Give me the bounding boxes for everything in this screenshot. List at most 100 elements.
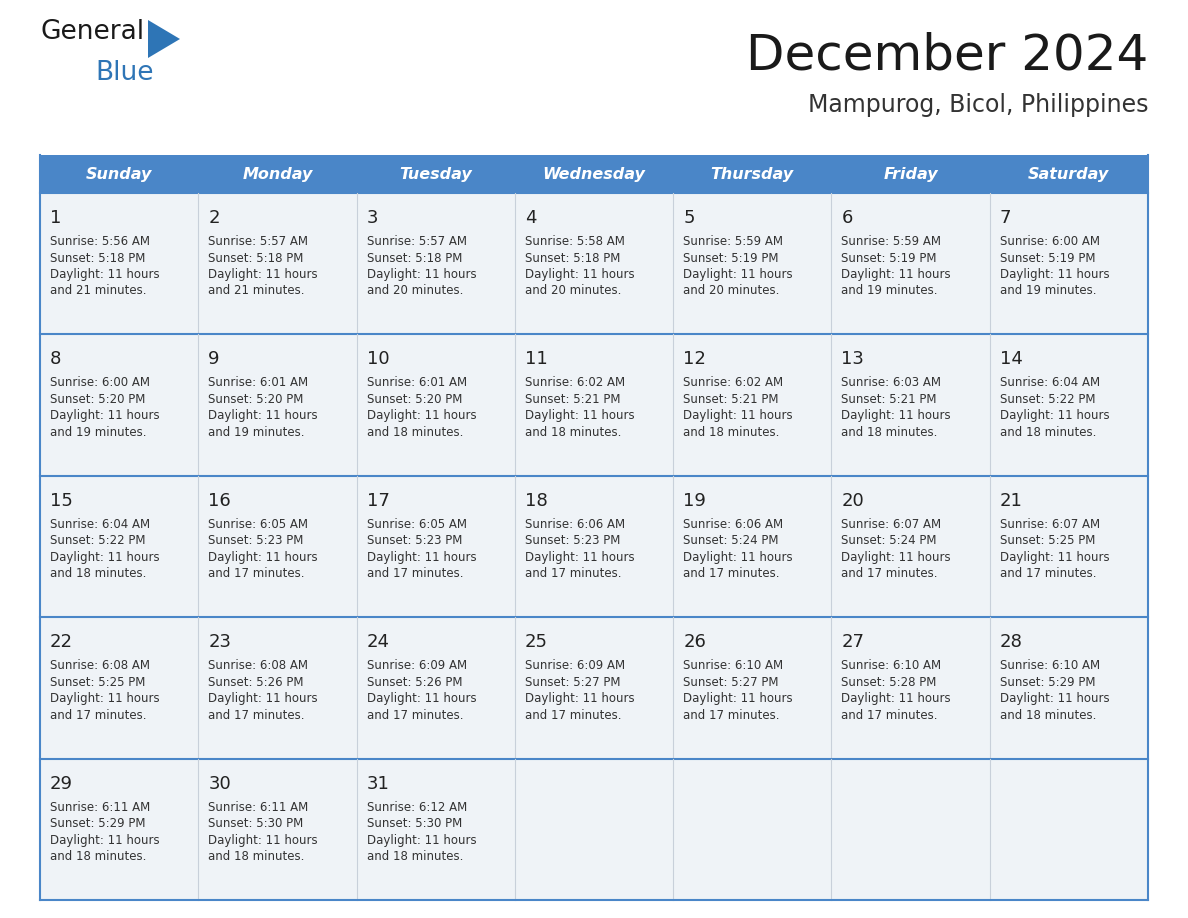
Text: Sunrise: 6:01 AM: Sunrise: 6:01 AM — [367, 376, 467, 389]
Text: Sunset: 5:30 PM: Sunset: 5:30 PM — [367, 817, 462, 830]
Text: 21: 21 — [1000, 492, 1023, 509]
Text: Sunrise: 6:02 AM: Sunrise: 6:02 AM — [683, 376, 783, 389]
Text: 10: 10 — [367, 351, 390, 368]
Text: and 17 minutes.: and 17 minutes. — [525, 709, 621, 722]
Text: Sunset: 5:19 PM: Sunset: 5:19 PM — [683, 252, 778, 264]
Text: Sunrise: 5:58 AM: Sunrise: 5:58 AM — [525, 235, 625, 248]
Text: Sunrise: 6:03 AM: Sunrise: 6:03 AM — [841, 376, 941, 389]
Text: Sunset: 5:26 PM: Sunset: 5:26 PM — [367, 676, 462, 688]
Text: 28: 28 — [1000, 633, 1023, 651]
Text: Sunset: 5:26 PM: Sunset: 5:26 PM — [208, 676, 304, 688]
Text: 26: 26 — [683, 633, 706, 651]
Text: and 18 minutes.: and 18 minutes. — [841, 426, 937, 439]
Text: Sunrise: 6:04 AM: Sunrise: 6:04 AM — [1000, 376, 1100, 389]
Text: Daylight: 11 hours: Daylight: 11 hours — [683, 551, 792, 564]
Text: Daylight: 11 hours: Daylight: 11 hours — [1000, 268, 1110, 281]
Text: 14: 14 — [1000, 351, 1023, 368]
Text: Sunrise: 5:59 AM: Sunrise: 5:59 AM — [683, 235, 783, 248]
Text: 1: 1 — [50, 209, 62, 227]
Text: and 19 minutes.: and 19 minutes. — [208, 426, 305, 439]
Text: and 17 minutes.: and 17 minutes. — [841, 567, 939, 580]
Bar — [40, 155, 1148, 193]
Text: Sunset: 5:30 PM: Sunset: 5:30 PM — [208, 817, 304, 830]
Text: Sunrise: 6:07 AM: Sunrise: 6:07 AM — [841, 518, 942, 531]
Text: Sunset: 5:18 PM: Sunset: 5:18 PM — [367, 252, 462, 264]
Text: Sunset: 5:20 PM: Sunset: 5:20 PM — [50, 393, 145, 406]
Text: and 18 minutes.: and 18 minutes. — [50, 567, 146, 580]
Text: 23: 23 — [208, 633, 232, 651]
Text: Sunrise: 6:05 AM: Sunrise: 6:05 AM — [367, 518, 467, 531]
Text: and 18 minutes.: and 18 minutes. — [367, 426, 463, 439]
Text: Thursday: Thursday — [710, 166, 794, 182]
Text: Sunrise: 6:10 AM: Sunrise: 6:10 AM — [683, 659, 783, 672]
Text: Sunset: 5:21 PM: Sunset: 5:21 PM — [683, 393, 778, 406]
Text: Sunset: 5:23 PM: Sunset: 5:23 PM — [367, 534, 462, 547]
Text: Sunrise: 6:10 AM: Sunrise: 6:10 AM — [841, 659, 942, 672]
Text: and 18 minutes.: and 18 minutes. — [1000, 709, 1097, 722]
Text: Sunrise: 6:05 AM: Sunrise: 6:05 AM — [208, 518, 308, 531]
Text: 17: 17 — [367, 492, 390, 509]
Text: and 21 minutes.: and 21 minutes. — [50, 285, 146, 297]
Text: Daylight: 11 hours: Daylight: 11 hours — [208, 409, 318, 422]
Text: 15: 15 — [50, 492, 72, 509]
Text: Mampurog, Bicol, Philippines: Mampurog, Bicol, Philippines — [808, 93, 1148, 117]
Text: and 20 minutes.: and 20 minutes. — [367, 285, 463, 297]
Text: 2: 2 — [208, 209, 220, 227]
Text: 4: 4 — [525, 209, 536, 227]
Text: Sunset: 5:18 PM: Sunset: 5:18 PM — [525, 252, 620, 264]
Text: Daylight: 11 hours: Daylight: 11 hours — [841, 551, 952, 564]
Text: Sunset: 5:20 PM: Sunset: 5:20 PM — [208, 393, 304, 406]
Text: Sunset: 5:24 PM: Sunset: 5:24 PM — [841, 534, 937, 547]
Text: Sunrise: 5:57 AM: Sunrise: 5:57 AM — [367, 235, 467, 248]
Text: Sunrise: 6:08 AM: Sunrise: 6:08 AM — [208, 659, 308, 672]
Text: and 17 minutes.: and 17 minutes. — [1000, 567, 1097, 580]
Text: Sunrise: 5:59 AM: Sunrise: 5:59 AM — [841, 235, 941, 248]
Text: 30: 30 — [208, 775, 230, 792]
Text: and 21 minutes.: and 21 minutes. — [208, 285, 305, 297]
Text: Sunrise: 6:09 AM: Sunrise: 6:09 AM — [367, 659, 467, 672]
Text: Daylight: 11 hours: Daylight: 11 hours — [841, 268, 952, 281]
Text: Daylight: 11 hours: Daylight: 11 hours — [50, 409, 159, 422]
Text: Sunset: 5:22 PM: Sunset: 5:22 PM — [1000, 393, 1095, 406]
Text: Sunrise: 6:04 AM: Sunrise: 6:04 AM — [50, 518, 150, 531]
Text: and 20 minutes.: and 20 minutes. — [525, 285, 621, 297]
Text: Sunrise: 6:12 AM: Sunrise: 6:12 AM — [367, 800, 467, 813]
Text: Sunrise: 6:09 AM: Sunrise: 6:09 AM — [525, 659, 625, 672]
Text: 20: 20 — [841, 492, 864, 509]
Text: and 17 minutes.: and 17 minutes. — [208, 709, 305, 722]
Bar — [40, 334, 1148, 476]
Text: and 19 minutes.: and 19 minutes. — [50, 426, 146, 439]
Text: 5: 5 — [683, 209, 695, 227]
Text: and 18 minutes.: and 18 minutes. — [208, 850, 304, 863]
Text: Daylight: 11 hours: Daylight: 11 hours — [50, 692, 159, 705]
Text: Daylight: 11 hours: Daylight: 11 hours — [1000, 551, 1110, 564]
Text: 31: 31 — [367, 775, 390, 792]
Text: 12: 12 — [683, 351, 706, 368]
Text: 3: 3 — [367, 209, 378, 227]
Text: Daylight: 11 hours: Daylight: 11 hours — [683, 409, 792, 422]
Text: 9: 9 — [208, 351, 220, 368]
Text: and 17 minutes.: and 17 minutes. — [208, 567, 305, 580]
Text: Daylight: 11 hours: Daylight: 11 hours — [208, 551, 318, 564]
Text: Sunrise: 6:07 AM: Sunrise: 6:07 AM — [1000, 518, 1100, 531]
Text: Daylight: 11 hours: Daylight: 11 hours — [367, 409, 476, 422]
Text: Wednesday: Wednesday — [543, 166, 645, 182]
Text: Sunday: Sunday — [86, 166, 152, 182]
Text: Sunset: 5:21 PM: Sunset: 5:21 PM — [525, 393, 620, 406]
Text: December 2024: December 2024 — [746, 31, 1148, 79]
Bar — [40, 193, 1148, 334]
Text: Sunset: 5:25 PM: Sunset: 5:25 PM — [1000, 534, 1095, 547]
Text: Sunrise: 6:02 AM: Sunrise: 6:02 AM — [525, 376, 625, 389]
Text: 25: 25 — [525, 633, 548, 651]
Text: Sunset: 5:21 PM: Sunset: 5:21 PM — [841, 393, 937, 406]
Text: Sunrise: 5:57 AM: Sunrise: 5:57 AM — [208, 235, 308, 248]
Text: Daylight: 11 hours: Daylight: 11 hours — [367, 268, 476, 281]
Text: and 17 minutes.: and 17 minutes. — [841, 709, 939, 722]
Text: Sunset: 5:27 PM: Sunset: 5:27 PM — [525, 676, 620, 688]
Text: and 19 minutes.: and 19 minutes. — [1000, 285, 1097, 297]
Text: Daylight: 11 hours: Daylight: 11 hours — [50, 834, 159, 846]
Text: Sunset: 5:25 PM: Sunset: 5:25 PM — [50, 676, 145, 688]
Text: Sunset: 5:27 PM: Sunset: 5:27 PM — [683, 676, 778, 688]
Text: Sunrise: 6:06 AM: Sunrise: 6:06 AM — [525, 518, 625, 531]
Text: and 17 minutes.: and 17 minutes. — [367, 709, 463, 722]
